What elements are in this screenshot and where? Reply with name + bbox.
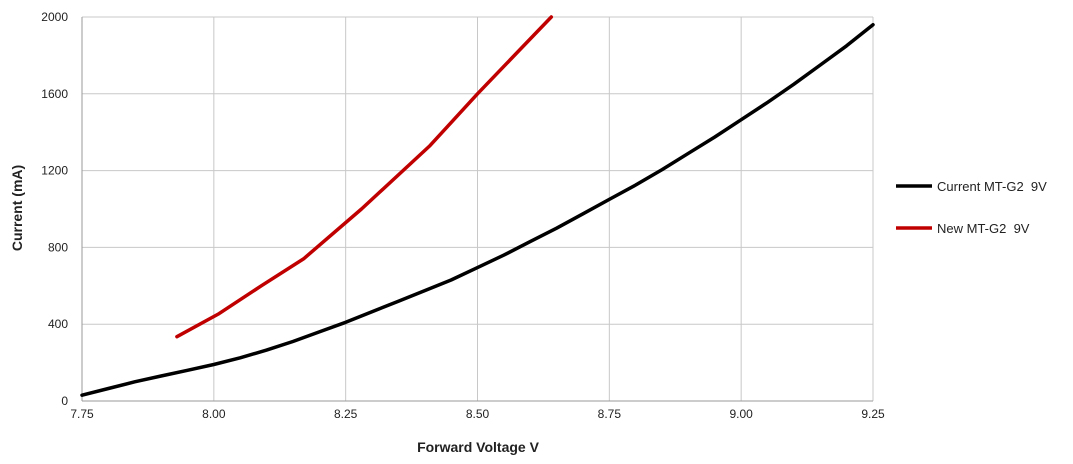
x-tick-label: 9.25 <box>861 407 885 421</box>
x-axis-title: Forward Voltage V <box>417 439 540 455</box>
x-tick-label: 7.75 <box>70 407 94 421</box>
y-tick-label: 0 <box>61 394 68 408</box>
series-layer <box>80 15 875 397</box>
series-line-new-mt-g2 <box>175 15 554 339</box>
x-tick-label: 8.75 <box>598 407 622 421</box>
y-tick-label: 800 <box>48 240 68 254</box>
x-tick-label: 8.25 <box>334 407 358 421</box>
legend-label: Current MT-G2 9V <box>937 179 1047 194</box>
y-tick-label: 400 <box>48 317 68 331</box>
x-tick-label: 9.00 <box>729 407 753 421</box>
y-tick-label: 1600 <box>41 87 68 101</box>
legend-label: New MT-G2 9V <box>937 221 1030 236</box>
y-tick-label: 1200 <box>41 164 68 178</box>
series-line-current-mt-g2 <box>80 22 875 397</box>
tick-labels: 7.75 8.00 8.25 8.50 8.75 9.00 9.25 0 400 800 1200 1… <box>41 10 885 421</box>
x-tick-label: 8.00 <box>202 407 226 421</box>
y-tick-label: 2000 <box>41 10 68 24</box>
y-axis-title: Current (mA) <box>9 165 25 251</box>
legend: Current MT-G2 9V New MT-G2 9V <box>896 179 1047 236</box>
x-tick-label: 8.50 <box>466 407 490 421</box>
grid-layer <box>81 16 874 402</box>
